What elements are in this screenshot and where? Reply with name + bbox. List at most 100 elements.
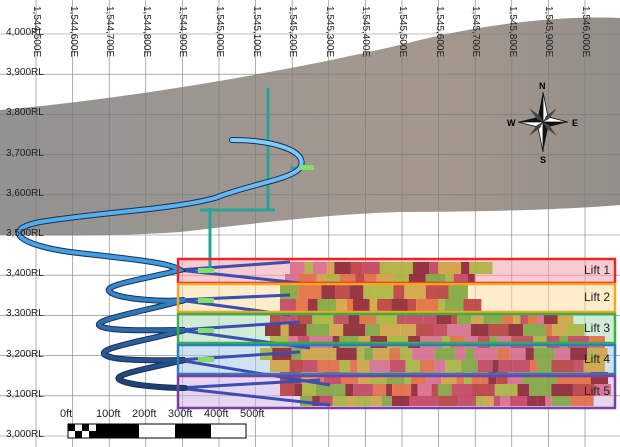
stope-block (416, 299, 439, 311)
scale-tick-label: 100ft (96, 408, 121, 420)
stope-block (303, 360, 318, 372)
stope-block (408, 274, 426, 284)
stope-block (339, 360, 351, 372)
easting-label: 1,545,400E (360, 6, 372, 58)
stope-block (369, 360, 390, 372)
stope-block (392, 384, 412, 396)
elevation-label: 3,300RL (6, 308, 44, 320)
stope-block (502, 312, 514, 324)
stope-block (587, 348, 595, 360)
stope-block (416, 324, 434, 336)
stope-block (336, 299, 347, 311)
stope-block (336, 348, 357, 360)
stope-block (451, 384, 472, 396)
lift-outline (176, 312, 617, 345)
elevation-label: 3,800RL (6, 107, 44, 119)
stope-block (325, 274, 340, 284)
stope-block (572, 384, 586, 396)
stope-block (354, 396, 372, 406)
stope-block (353, 384, 373, 396)
stope-block (447, 324, 471, 336)
stope-block (438, 262, 462, 274)
stope-block (554, 348, 571, 360)
stope-block (348, 312, 360, 324)
easting-label: 1,545,300E (323, 6, 335, 58)
stope-block (355, 274, 365, 284)
stope-block (348, 396, 355, 406)
stope-block (444, 360, 462, 372)
stope-block (302, 384, 316, 396)
stope-block (508, 324, 524, 336)
stope-block (498, 360, 513, 372)
scale-tick-label: 0ft (60, 408, 73, 420)
stope-block (456, 372, 465, 384)
stope-block (294, 384, 303, 396)
easting-label: 1,545,600E (433, 6, 445, 58)
scale-tick-label: 400ft (204, 408, 229, 420)
decline-ramp (15, 137, 305, 391)
elevation-label: 3,900RL (6, 67, 44, 79)
stope-block (454, 348, 466, 360)
stope-block (509, 348, 526, 360)
stope-block (438, 299, 445, 311)
stope-block (525, 348, 534, 360)
stope-block (391, 396, 410, 406)
lift-label: Lift 1 (584, 263, 611, 277)
stope-block (306, 324, 329, 336)
easting-label: 1,545,000E (214, 6, 225, 58)
stope-block (384, 274, 395, 284)
stope-block (394, 262, 413, 274)
lift-outline (176, 343, 617, 376)
stope-block (477, 360, 493, 372)
stope-block (448, 285, 468, 299)
stope-block (290, 262, 305, 274)
stope-block (335, 285, 350, 299)
stope-block (391, 299, 408, 311)
stope-block (417, 384, 432, 396)
stope-block (570, 348, 588, 360)
stope-block (376, 274, 385, 284)
stope-block (369, 299, 378, 311)
easting-label: 1,544,900E (177, 6, 189, 58)
stope-block (537, 396, 546, 406)
stope-block (517, 384, 529, 396)
stope-block (430, 396, 439, 406)
stope-block (433, 324, 448, 336)
stope-block (379, 262, 395, 274)
stope-block (280, 285, 299, 299)
elevation-label: 4,000RL (6, 27, 44, 38)
stope-block (410, 372, 420, 384)
stope-block (298, 274, 317, 284)
easting-label: 1,545,700E (470, 6, 482, 58)
stope-block (583, 360, 605, 372)
elevation-label: 3,700RL (6, 147, 44, 159)
elevation-label: 3,200RL (6, 348, 44, 360)
stope-block (500, 396, 511, 406)
stope-block (372, 384, 387, 396)
stope-block (371, 396, 382, 406)
stope-block (358, 372, 370, 384)
stope-block (520, 312, 528, 324)
stope-block (404, 285, 426, 299)
stope-block (471, 384, 495, 396)
stope-block (453, 274, 468, 284)
stope-block (280, 312, 290, 324)
stope-block (429, 262, 439, 274)
scale-tick-label: 500ft (240, 408, 265, 420)
stope-block (364, 274, 377, 284)
stope-block (512, 360, 531, 372)
stope-block (461, 360, 478, 372)
easting-label: 1,545,900E (543, 6, 555, 58)
stope-block (480, 372, 489, 384)
stope-block (323, 348, 337, 360)
stope-block (400, 324, 417, 336)
elevation-label: 3,500RL (6, 228, 44, 239)
stope-block (307, 299, 318, 311)
stope-block (334, 262, 351, 274)
stope-block (377, 299, 392, 311)
stope-block (566, 324, 585, 336)
scale-tick-label: 200ft (132, 408, 157, 420)
elevation-label: 3,000RL (6, 429, 44, 440)
easting-label: 1,544,700E (104, 6, 116, 58)
stope-block (326, 262, 335, 274)
